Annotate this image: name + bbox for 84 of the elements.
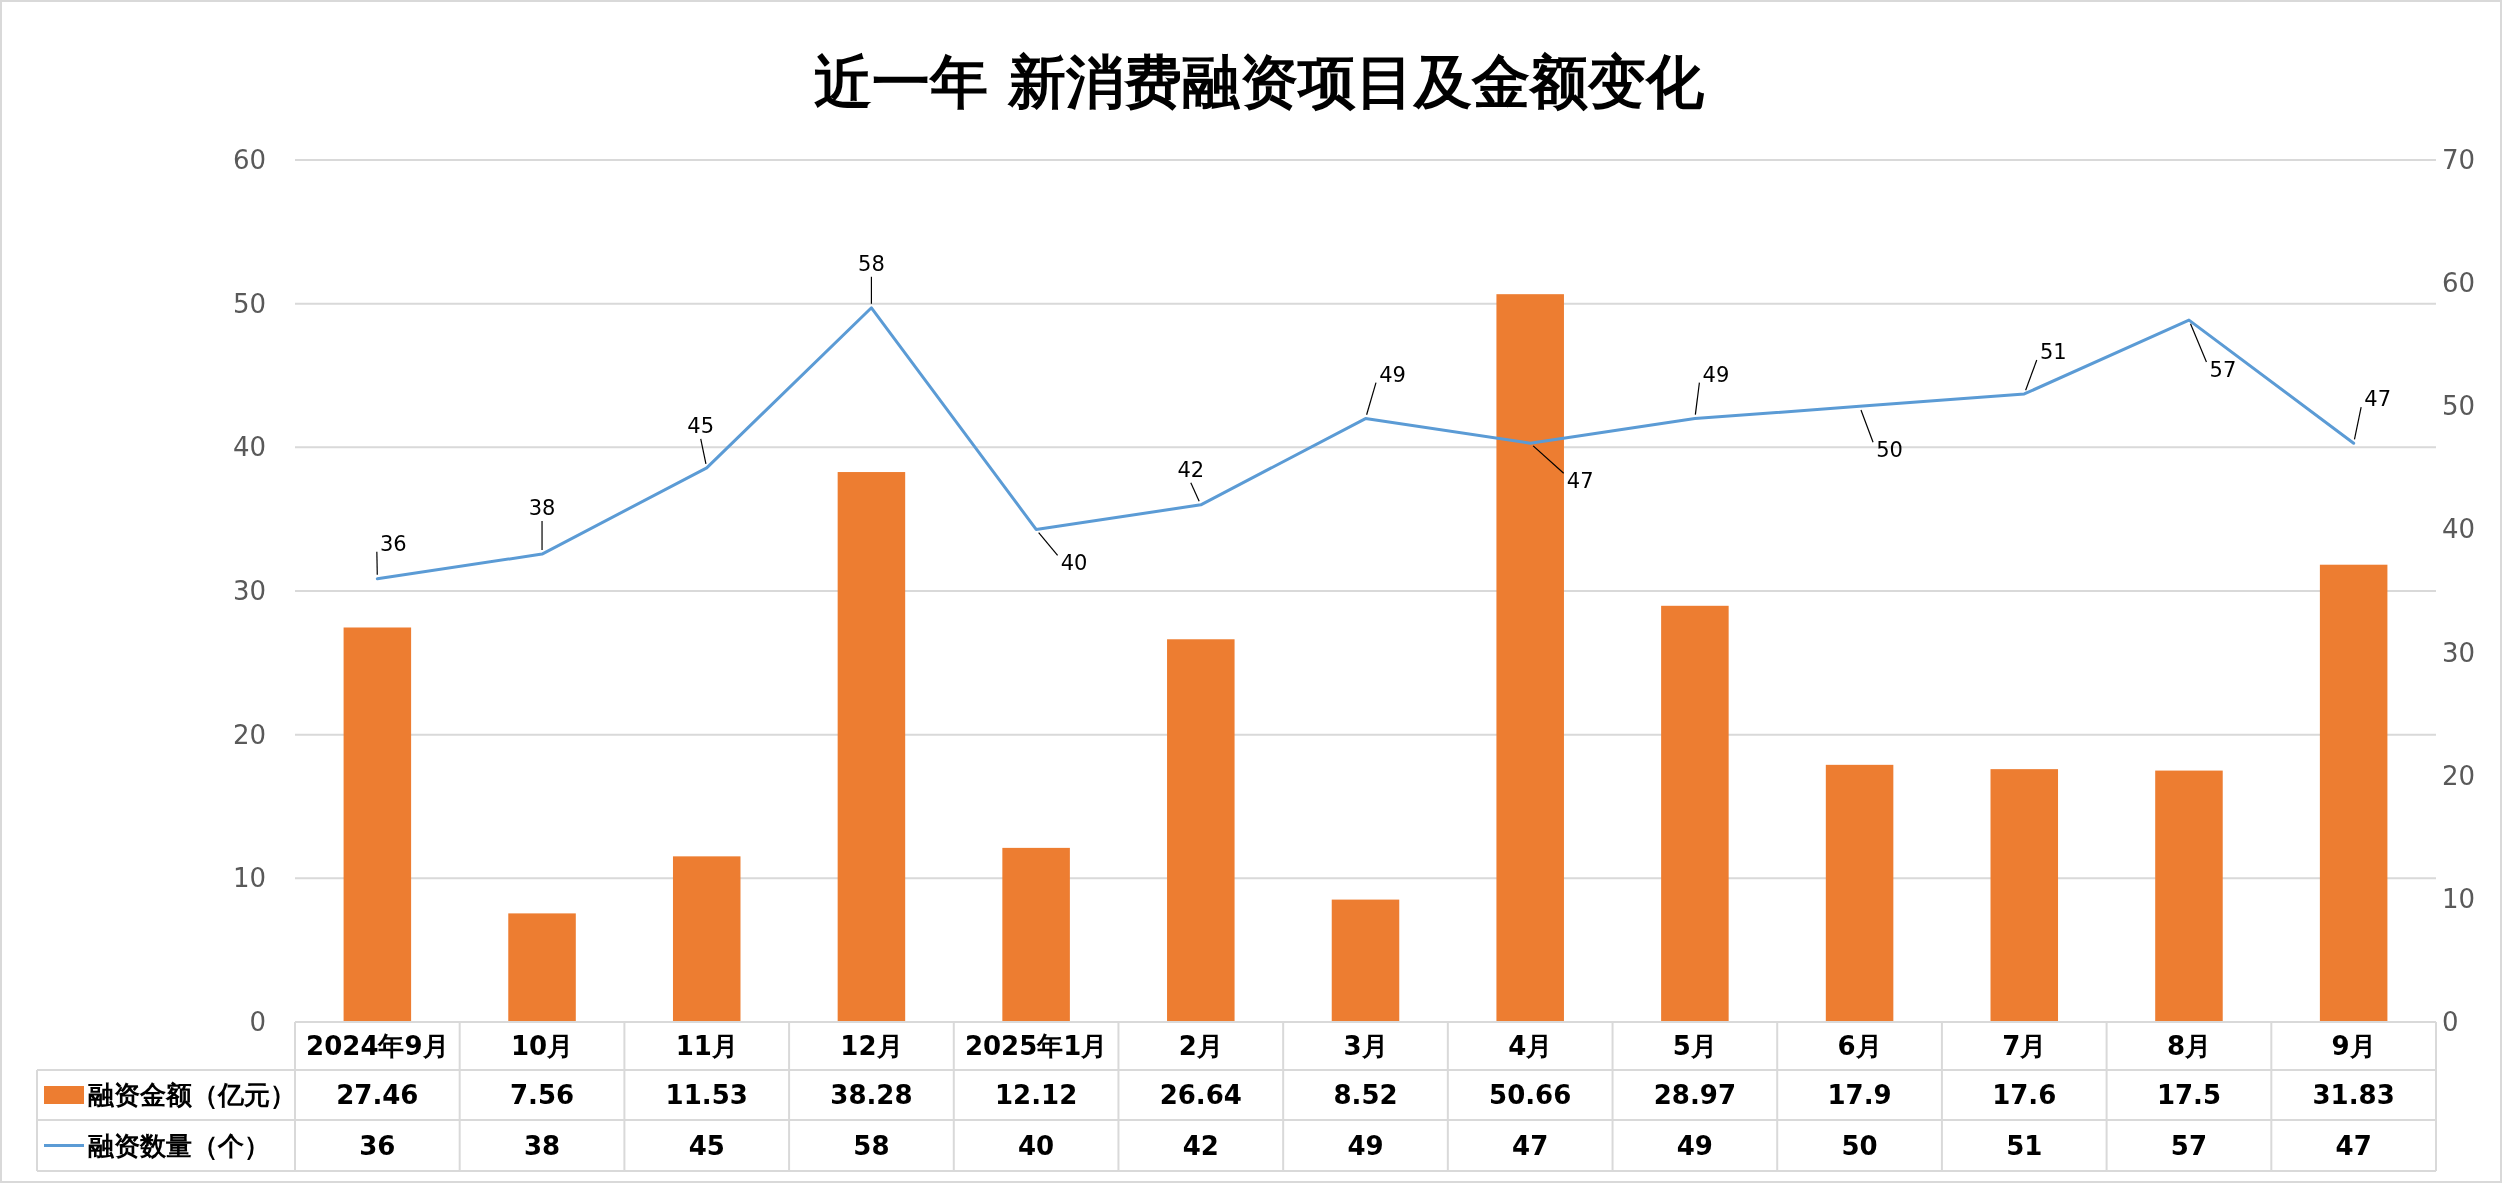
x-tick-label: 2024年9月 [306,1031,449,1061]
data-label: 38 [523,1130,561,1161]
annotation: 47 [2364,387,2392,412]
x-tick-label: 2月 [1178,1031,1223,1061]
y-tick-label: 40 [232,432,266,463]
data-label: 58 [853,1130,890,1161]
annotation: 45 [687,413,715,438]
x-tick-label: 8月 [2166,1031,2212,1061]
x-tick-label: 6月 [1837,1031,1882,1061]
data-label: 50.66 [1489,1080,1572,1110]
y2-tick-label: 40 [2442,514,2476,545]
legend-label: 融资数量（个） [88,1130,270,1161]
data-label: 40 [1018,1130,1055,1161]
annotation: 49 [1379,362,1406,387]
data-label: 49 [1347,1130,1384,1161]
y-tick-label: 30 [232,576,266,606]
chart-title: 近一年 新消费融资项目及金额变化 [813,48,1706,116]
x-tick-label: 5月 [1672,1031,1717,1061]
data-label: 28.97 [1653,1080,1737,1110]
data-label: 8.52 [1333,1080,1398,1110]
legend-label: 融资金额（亿元） [88,1080,296,1110]
data-label: 31.83 [2312,1080,2395,1110]
annotation: 51 [2039,339,2067,364]
data-label: 50 [1841,1130,1878,1161]
bar [1825,764,1894,1022]
annotation: 42 [1177,457,1205,482]
x-tick-label: 10月 [510,1031,574,1061]
bar [508,913,576,1022]
annotation: 49 [1702,362,1730,387]
data-label: 51 [2006,1130,2043,1161]
data-label: 26.64 [1159,1080,1242,1110]
y-tick-label: 20 [232,719,266,750]
y-tick-label: 10 [232,863,266,894]
data-label: 11.53 [665,1080,748,1110]
bar [2155,770,2223,1022]
y2-tick-label: 50 [2442,391,2476,422]
y-tick-label: 60 [232,145,266,175]
data-label: 17.9 [1827,1080,1892,1110]
data-label: 17.5 [2156,1080,2222,1110]
x-tick-label: 11月 [675,1031,738,1061]
data-label: 45 [688,1130,725,1161]
data-label: 57 [2170,1130,2208,1161]
x-tick-label: 7月 [2002,1031,2047,1061]
data-label: 36 [359,1130,396,1161]
bar [837,472,906,1022]
y2-tick-label: 30 [2442,637,2476,668]
bar [1167,639,1235,1022]
annotation: 50 [1876,438,1903,463]
annotation: 38 [528,496,556,521]
y2-tick-label: 20 [2442,760,2476,791]
annotation: 57 [2209,358,2237,383]
x-tick-label: 9月 [2331,1031,2376,1061]
y-tick-label: 0 [249,1007,266,1037]
x-tick-label: 2025年1月 [964,1031,1108,1061]
bar [1002,847,1070,1022]
bar [1990,769,2059,1022]
data-label: 17.6 [1992,1080,2057,1110]
x-tick-label: 3月 [1343,1031,1388,1061]
y2-tick-label: 70 [2442,145,2476,175]
y2-tick-label: 10 [2442,883,2476,914]
data-label: 47 [2335,1130,2372,1161]
data-label: 12.12 [994,1080,1078,1110]
bar [2319,564,2388,1022]
annotation: 47 [1566,469,1594,494]
data-label: 49 [1676,1130,1713,1161]
annotation: 40 [1060,551,1088,576]
data-label: 7.56 [509,1080,575,1110]
data-label: 42 [1182,1130,1219,1161]
annotation: 36 [379,531,407,556]
bar [1661,605,1729,1022]
y2-tick-label: 0 [2442,1007,2459,1037]
x-tick-label: 4月 [1508,1031,1553,1061]
x-tick-label: 12月 [840,1031,903,1061]
data-label: 38.28 [830,1080,913,1110]
data-label: 47 [1512,1130,1549,1161]
y2-tick-label: 60 [2442,268,2476,299]
line-series [375,306,2356,581]
bar [1331,899,1400,1022]
bar [343,627,412,1022]
y-tick-label: 50 [232,288,266,319]
data-label: 27.46 [336,1080,419,1110]
bar [1496,294,1564,1022]
annotation: 58 [858,251,885,276]
bar [672,856,741,1022]
